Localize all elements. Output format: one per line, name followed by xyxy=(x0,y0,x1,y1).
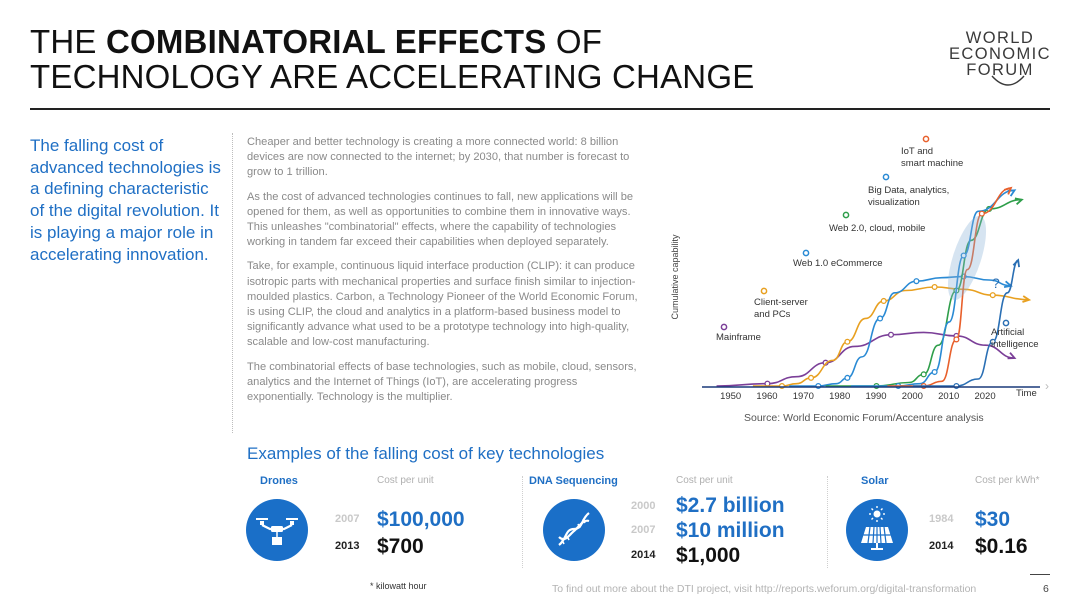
marker-client xyxy=(760,287,768,295)
x-tick-label: 1950 xyxy=(720,391,742,402)
drones-title: Drones xyxy=(260,475,298,487)
drones-year-new: 2013 xyxy=(335,540,360,552)
marker-ai xyxy=(1002,319,1010,327)
column-divider xyxy=(232,133,233,433)
solar-cost-label: Cost per kWh* xyxy=(975,475,1040,486)
dna-year-2: 2007 xyxy=(631,524,656,536)
x-tick-label: 2010 xyxy=(938,391,960,402)
series-line xyxy=(825,198,1022,387)
x-tick-label: 1970 xyxy=(792,391,814,402)
drones-value-old: $100,000 xyxy=(377,508,465,531)
wef-logo: WORLD ECONOMIC FORUM xyxy=(948,30,1052,92)
series-point xyxy=(844,338,851,345)
example-separator xyxy=(827,476,828,568)
marker-web1 xyxy=(802,249,810,257)
page-number-rule xyxy=(1030,574,1050,575)
capability-chart: › ? xyxy=(702,186,1049,393)
dna-year-3: 2014 xyxy=(631,549,656,561)
series-point xyxy=(887,331,895,338)
paragraph: As the cost of advanced technologies con… xyxy=(247,190,634,249)
drones-year-old: 2007 xyxy=(335,513,360,525)
series-point xyxy=(953,336,960,343)
convergence-highlight xyxy=(947,215,987,301)
series-point xyxy=(920,371,927,378)
drones-cost-label: Cost per unit xyxy=(377,475,434,486)
solar-year-new: 2014 xyxy=(929,540,954,552)
body-text: Cheaper and better technology is creatin… xyxy=(247,135,642,414)
label-web2: Web 2.0, cloud, mobile xyxy=(829,223,926,234)
series-arrow xyxy=(1022,295,1032,303)
drones-value-new: $700 xyxy=(377,535,424,558)
marker-bigdata xyxy=(882,173,890,181)
series-point xyxy=(960,252,967,259)
label-client-server: Client-server and PCs xyxy=(754,297,808,320)
series-point xyxy=(807,374,815,381)
series-point xyxy=(989,292,996,299)
dna-value-3: $1,000 xyxy=(676,544,741,567)
series-arrow xyxy=(1012,258,1020,268)
chart-source: Source: World Economic Forum/Accenture a… xyxy=(744,412,984,424)
label-iot: IoT and smart machine xyxy=(901,146,964,169)
label-web1: Web 1.0 eCommerce xyxy=(793,258,883,269)
x-tick-label: 2020 xyxy=(974,391,996,402)
solar-panel-icon xyxy=(846,499,908,561)
series-point xyxy=(989,338,996,345)
marker-web2 xyxy=(842,211,850,219)
lead-statement: The falling cost of advanced technologie… xyxy=(30,136,221,264)
question-mark: ? xyxy=(992,275,1000,291)
solar-title: Solar xyxy=(861,475,889,487)
label-mainframe: Mainframe xyxy=(716,332,761,343)
dna-value-2: $10 million xyxy=(676,519,785,542)
label-markers xyxy=(720,135,1010,331)
dna-year-1: 2000 xyxy=(631,500,656,512)
example-separator xyxy=(522,476,523,568)
dna-helix-icon xyxy=(543,499,605,561)
solar-year-old: 1984 xyxy=(929,513,954,525)
label-bigdata: Big Data, analytics, visualization xyxy=(868,185,950,208)
footnote: * kilowatt hour xyxy=(370,581,427,591)
page-number: 6 xyxy=(1043,583,1049,595)
dna-cost-label: Cost per unit xyxy=(676,475,733,486)
series-point xyxy=(877,315,884,322)
drone-icon xyxy=(246,499,308,561)
solar-value-old: $30 xyxy=(975,508,1011,531)
series-point xyxy=(931,283,938,291)
dna-title: DNA Sequencing xyxy=(529,475,618,487)
logo-arc-icon xyxy=(991,75,1025,86)
solar-value-new: $0.16 xyxy=(975,535,1028,558)
series-arrow xyxy=(1003,186,1013,195)
series-line xyxy=(912,259,1019,387)
series-line xyxy=(716,331,1015,387)
paragraph: The combinatorial effects of base techno… xyxy=(247,360,637,404)
series-arrow xyxy=(1007,352,1017,360)
dna-value-1: $2.7 billion xyxy=(676,494,785,517)
x-tick-label: 1960 xyxy=(756,391,778,402)
page-title: THE COMBINATORIAL EFFECTS OF TECHNOLOGY … xyxy=(30,23,755,95)
x-tick-label: 1990 xyxy=(865,391,887,402)
label-ai: Artificial intelligence xyxy=(991,327,1039,350)
x-tick-label: 2000 xyxy=(901,391,923,402)
series-point xyxy=(913,278,920,285)
series-point xyxy=(880,297,887,305)
series-point xyxy=(931,368,938,376)
paragraph: Cheaper and better technology is creatin… xyxy=(247,136,630,179)
series-point xyxy=(978,210,985,217)
x-axis-title: Time xyxy=(1016,388,1037,399)
footer-link-text: To find out more about the DTI project, … xyxy=(552,583,977,595)
marker-mainframe xyxy=(720,323,728,331)
x-tick-label: 1980 xyxy=(829,391,851,402)
examples-heading: Examples of the falling cost of key tech… xyxy=(247,444,605,463)
title-rule xyxy=(30,108,1050,110)
axis-arrow-icon: › xyxy=(1045,379,1049,393)
series-arrow xyxy=(1014,197,1024,205)
series-point xyxy=(844,374,851,381)
marker-iot xyxy=(922,135,930,143)
paragraph: Take, for example, continuous liquid int… xyxy=(247,260,638,349)
